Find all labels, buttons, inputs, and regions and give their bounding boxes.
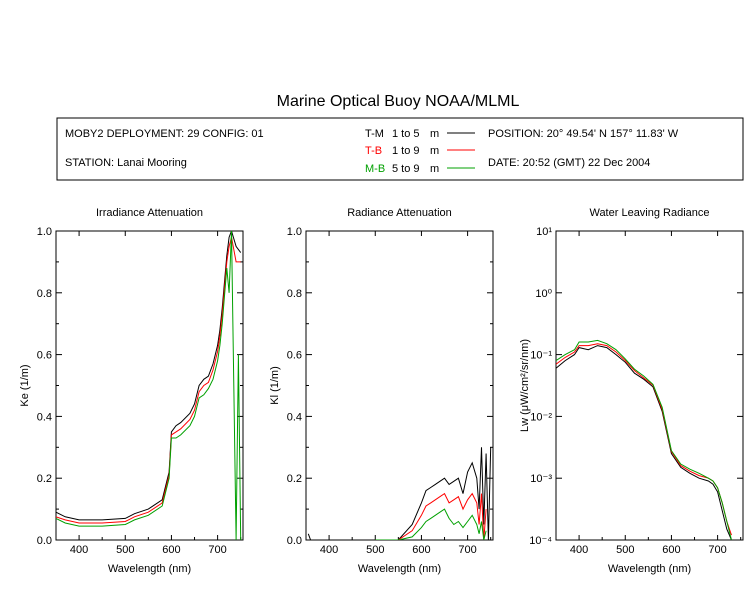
water-leaving-x-tick-label: 400	[570, 544, 588, 556]
radiance-series-m-b	[375, 508, 487, 540]
irradiance-x-tick-label: 600	[162, 544, 180, 556]
radiance-y-axis-label: Kl (1/m)	[269, 366, 281, 405]
position-text: POSITION: 20° 49.54' N 157° 11.83' W	[488, 128, 679, 140]
legend-range-t-b: 1 to 9	[392, 145, 420, 157]
legend-range-t-m: 1 to 5	[392, 128, 420, 140]
irradiance-attenuation-chart: Irradiance Attenuation 400 500 600 700 0.0 0.2…	[19, 207, 244, 575]
irradiance-y-tick-label: 0.4	[37, 411, 52, 423]
irradiance-series-t-m	[56, 231, 242, 521]
radiance-attenuation-chart: Radiance Attenuation 400 500 600 700 0.0 0.2 0.…	[269, 207, 494, 575]
radiance-chart-title: Radiance Attenuation	[347, 207, 452, 219]
water-leaving-plot-frame	[555, 230, 744, 541]
water-leaving-series-t-m	[556, 345, 732, 540]
water-leaving-y-tick-label: 10⁻²	[530, 411, 552, 423]
radiance-y-tick-label: 0.8	[287, 288, 302, 300]
radiance-series-t-m	[307, 447, 492, 540]
legend-unit-t-b: m	[430, 145, 439, 157]
water-leaving-y-tick-label: 10⁻⁴	[529, 535, 552, 547]
water-leaving-y-axis-label: Lw (μW/cm²/sr/nm)	[519, 339, 531, 432]
irradiance-y-tick-label: 0.6	[37, 350, 52, 362]
water-leaving-x-tick-label: 700	[708, 544, 726, 556]
water-leaving-y-tick-label: 10⁻¹	[530, 350, 552, 362]
radiance-x-tick-label: 400	[320, 544, 338, 556]
radiance-series-t-b	[375, 492, 487, 540]
radiance-y-tick-label: 1.0	[287, 226, 302, 238]
water-leaving-series-m-b	[556, 339, 732, 540]
radiance-x-tick-label: 600	[412, 544, 430, 556]
radiance-x-axis-label: Wavelength (nm)	[358, 563, 441, 575]
irradiance-chart-title: Irradiance Attenuation	[96, 207, 203, 219]
deployment-text: MOBY2 DEPLOYMENT: 29 CONFIG: 01	[65, 128, 264, 140]
irradiance-series-t-b	[56, 237, 241, 524]
info-panel: MOBY2 DEPLOYMENT: 29 CONFIG: 01 STATION:…	[56, 117, 744, 181]
water-leaving-y-tick-label: 10¹	[536, 226, 552, 238]
irradiance-x-tick-label: 400	[70, 544, 88, 556]
radiance-x-tick-label: 500	[366, 544, 384, 556]
radiance-y-tick-label: 0.0	[287, 535, 302, 547]
legend-unit-t-m: m	[430, 128, 439, 140]
irradiance-series-m-b	[56, 231, 242, 540]
irradiance-y-axis-label: Ke (1/m)	[19, 364, 31, 406]
legend-range-m-b: 5 to 9	[392, 163, 420, 175]
water-leaving-x-tick-label: 500	[616, 544, 634, 556]
radiance-y-tick-label: 0.6	[287, 350, 302, 362]
water-leaving-radiance-chart: Water Leaving Radiance 400 500 600 700 10⁻⁴ 10…	[519, 207, 744, 575]
station-text: STATION: Lanai Mooring	[65, 157, 187, 169]
irradiance-x-tick-label: 700	[208, 544, 226, 556]
irradiance-y-tick-label: 0.0	[37, 535, 52, 547]
water-leaving-chart-title: Water Leaving Radiance	[589, 207, 709, 219]
legend-code-t-m: T-M	[365, 128, 384, 140]
irradiance-y-tick-label: 0.8	[37, 288, 52, 300]
irradiance-x-axis-label: Wavelength (nm)	[108, 563, 191, 575]
legend-unit-m-b: m	[430, 163, 439, 175]
legend-code-m-b: M-B	[365, 163, 385, 175]
irradiance-y-tick-label: 0.2	[37, 473, 52, 485]
water-leaving-y-tick-label: 10⁻³	[530, 473, 552, 485]
figure-title: Marine Optical Buoy NOAA/MLML	[277, 93, 520, 110]
irradiance-x-tick-label: 500	[116, 544, 134, 556]
radiance-y-tick-label: 0.4	[287, 411, 302, 423]
water-leaving-y-tick-label: 10⁰	[535, 288, 552, 300]
irradiance-y-tick-label: 1.0	[37, 226, 52, 238]
info-box	[56, 117, 744, 181]
legend: T-M 1 to 5 m T-B 1 to 9 m M-B 5 to 9 m	[365, 128, 475, 175]
water-leaving-x-axis-label: Wavelength (nm)	[608, 563, 691, 575]
radiance-y-tick-label: 0.2	[287, 473, 302, 485]
water-leaving-x-tick-label: 600	[662, 544, 680, 556]
legend-code-t-b: T-B	[365, 145, 382, 157]
radiance-x-tick-label: 700	[458, 544, 476, 556]
date-text: DATE: 20:52 (GMT) 22 Dec 2004	[488, 157, 650, 169]
